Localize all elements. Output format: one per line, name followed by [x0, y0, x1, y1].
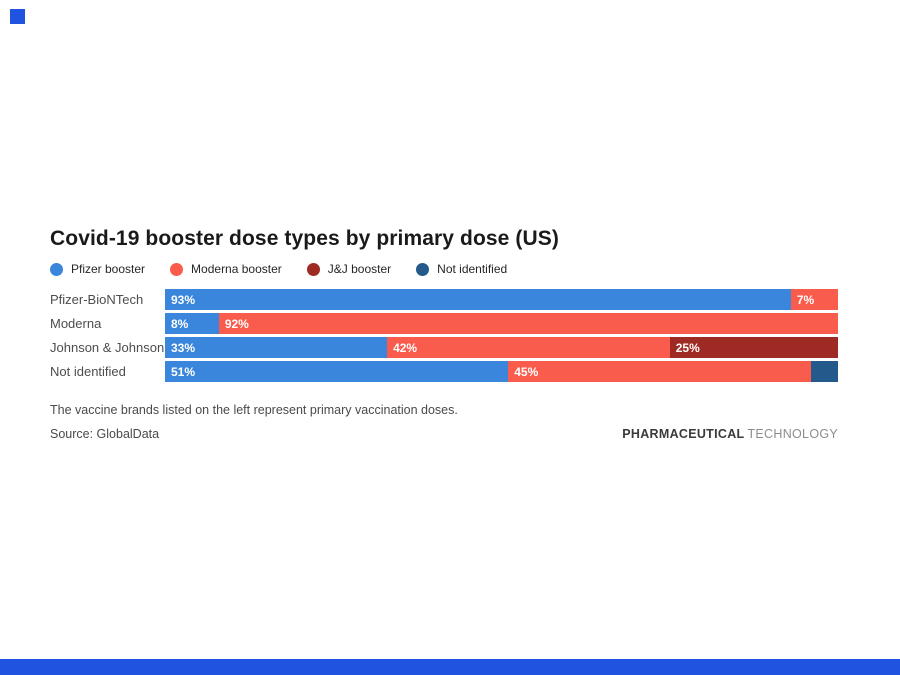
bar-segment: 45%	[508, 361, 812, 383]
chart-legend: Pfizer booster Moderna booster J&J booster…	[50, 262, 838, 276]
segment-value-label: 45%	[514, 364, 539, 379]
legend-swatch-icon	[306, 262, 320, 276]
footer-accent-bar	[0, 659, 900, 675]
chart-row: Moderna 8% 92%	[50, 313, 838, 335]
bar-segment: 93%	[165, 289, 791, 311]
legend-label: Pfizer booster	[71, 262, 146, 277]
source-text: Source: GlobalData	[50, 427, 160, 442]
legend-item: J&J booster	[306, 262, 392, 277]
segment-value-label: 33%	[171, 340, 196, 355]
page-title: Covid-19 booster dose types by primary d…	[50, 227, 559, 250]
legend-item: Moderna booster	[170, 262, 282, 276]
chart-row: Pfizer-BioNTech 93% 7%	[50, 289, 838, 311]
bar-track: 51% 45%	[165, 361, 838, 383]
legend-swatch-icon	[170, 262, 184, 276]
chart-row: Not identified 51% 45%	[50, 361, 838, 383]
bar-segment: 8%	[165, 313, 219, 335]
logo-text-light: TECHNOLOGY	[747, 427, 838, 442]
segment-value-label: 51%	[171, 364, 196, 379]
chart-content: Covid-19 booster dose types by primary d…	[50, 226, 838, 441]
segment-value-label: 92%	[224, 316, 249, 331]
legend-label: J&J booster	[327, 262, 392, 277]
segment-value-label: 25%	[675, 340, 700, 355]
legend-label: Not identified	[437, 262, 508, 277]
bar-segment: 25%	[669, 337, 838, 359]
bar-track: 33% 42% 25%	[165, 337, 838, 359]
brand-accent-square	[10, 9, 25, 24]
bar-segment: 42%	[387, 337, 670, 359]
bar-track: 93% 7%	[165, 289, 838, 311]
segment-value-label: 42%	[393, 340, 418, 355]
stacked-bar-chart: Pfizer-BioNTech 93% 7% Moderna 8% 92% Johnson …	[50, 289, 838, 383]
row-category-label: Pfizer-BioNTech	[50, 292, 144, 308]
segment-value-label: 93%	[171, 292, 196, 307]
chart-row: Johnson & Johnson 33% 42% 25%	[50, 337, 838, 359]
segment-value-label: 7%	[796, 292, 815, 307]
logo-text-bold: PHARMACEUTICAL	[622, 427, 745, 442]
bar-segment: 33%	[165, 337, 388, 359]
bar-segment: 92%	[218, 313, 838, 335]
bar-segment	[811, 361, 838, 383]
row-category-label: Johnson & Johnson	[50, 340, 165, 356]
legend-label: Moderna booster	[191, 262, 282, 277]
row-category-label: Not identified	[50, 364, 126, 380]
legend-swatch-icon	[50, 262, 63, 276]
bar-segment: 51%	[165, 361, 509, 383]
bar-segment: 7%	[790, 289, 838, 311]
footnote-text: The vaccine brands listed on the left re…	[50, 403, 458, 418]
bar-track: 8% 92%	[165, 313, 838, 335]
legend-item: Pfizer booster	[50, 262, 145, 276]
legend-swatch-icon	[416, 262, 430, 276]
source-row: Source: GlobalData PHARMACEUTICAL TECHNOL…	[50, 427, 838, 441]
legend-item: Not identified	[416, 262, 507, 276]
segment-value-label: 8%	[171, 316, 189, 331]
row-category-label: Moderna	[50, 316, 102, 332]
publisher-logo: PHARMACEUTICAL TECHNOLOGY	[622, 427, 838, 441]
